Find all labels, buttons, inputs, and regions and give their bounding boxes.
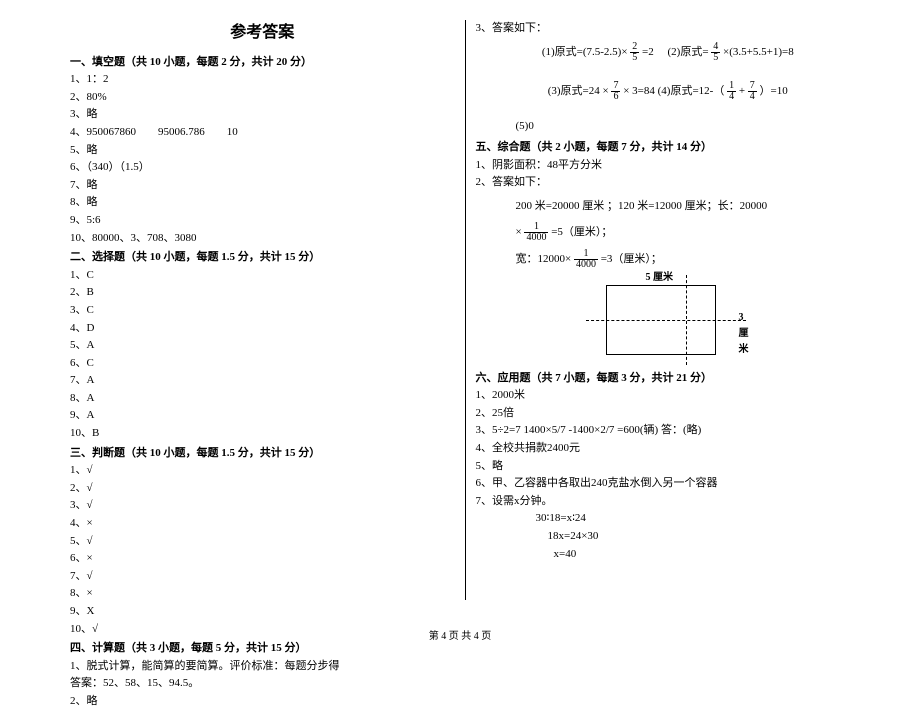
f4-frac1: 14 (727, 81, 736, 102)
s2-item: 9、A (70, 407, 455, 425)
s6-item: 7、设需x分钟。 (476, 493, 861, 511)
s6-calc: 18x=24×30 (476, 528, 861, 546)
f1-right: =2 (642, 46, 654, 58)
doc-title: 参考答案 (70, 20, 455, 46)
s6-item: 3、5÷2=7 1400×5/7 -1400×2/7 =600(辆) 答：(略) (476, 422, 861, 440)
s1-item: 4、950067860 95006.786 10 (70, 124, 455, 142)
s2-item: 1、C (70, 267, 455, 285)
diagram-right-label: 3 厘米 (739, 310, 751, 358)
l3-frac: 14000 (574, 249, 598, 270)
s6-item: 2、25倍 (476, 405, 861, 423)
f2-left: (2)原式= (668, 46, 709, 58)
s1-item: 1、1：2 (70, 71, 455, 89)
s4-item: 1、脱式计算，能简算的要简算。评价标准：每题分步得 (70, 658, 455, 676)
section3-header: 三、判断题（共 10 小题，每题 1.5 分，共计 15 分） (70, 445, 455, 463)
s2-item: 5、A (70, 337, 455, 355)
s3-item: 3、√ (70, 497, 455, 515)
section6-header: 六、应用题（共 7 小题，每题 3 分，共计 21 分） (476, 370, 861, 388)
s2-item: 3、C (70, 302, 455, 320)
f3-frac: 76 (611, 81, 620, 102)
s5-line3: 宽：12000× 14000 =3（厘米）； (476, 249, 861, 270)
f4-plus: + (739, 85, 745, 97)
s3-item: 2、√ (70, 480, 455, 498)
s3-item: 9、X (70, 603, 455, 621)
s2-item: 8、A (70, 390, 455, 408)
s6-item: 5、略 (476, 458, 861, 476)
section5-header: 五、综合题（共 2 小题，每题 7 分，共计 14 分） (476, 139, 861, 157)
s3-item: 1、√ (70, 462, 455, 480)
s2-item: 4、D (70, 320, 455, 338)
s1-item: 8、略 (70, 194, 455, 212)
rectangle-diagram: 5 厘米 3 厘米 (586, 275, 746, 365)
s1-item: 9、5:6 (70, 212, 455, 230)
s4-item: 2、略 (70, 693, 455, 711)
l2-pre: × (516, 226, 522, 238)
s2-item: 2、B (70, 284, 455, 302)
s1-item: 2、80% (70, 89, 455, 107)
s3-item: 6、× (70, 550, 455, 568)
s6-item: 6、甲、乙容器中各取出240克盐水倒入另一个容器 (476, 475, 861, 493)
f4-frac2: 74 (748, 81, 757, 102)
s3-item: 4、× (70, 515, 455, 533)
s3-item: 5、√ (70, 533, 455, 551)
l3-pre: 宽：12000× (516, 253, 572, 265)
s5-item1: 1、阴影面积：48平方分米 (476, 157, 861, 175)
section4-header: 四、计算题（共 3 小题，每题 5 分，共计 15 分） (70, 640, 455, 658)
f2-frac: 45 (711, 42, 720, 63)
s2-item: 6、C (70, 355, 455, 373)
s1-item: 7、略 (70, 177, 455, 195)
section2-header: 二、选择题（共 10 小题，每题 1.5 分，共计 15 分） (70, 249, 455, 267)
page-content: 参考答案 一、填空题（共 10 小题，每题 2 分，共计 20 分） 1、1：2… (0, 0, 920, 610)
f4-right: ）=10 (760, 85, 788, 97)
pre-header: 3、答案如下： (476, 20, 861, 38)
f3-mid: × 3=84 (623, 85, 655, 97)
f3-left: (3)原式=24 × (548, 85, 609, 97)
diagram-top-label: 5 厘米 (646, 270, 674, 286)
s6-calc: x=40 (476, 546, 861, 564)
left-column: 参考答案 一、填空题（共 10 小题，每题 2 分，共计 20 分） 1、1：2… (60, 20, 466, 600)
l2-post: =5（厘米）； (551, 226, 612, 238)
formula-3-4: (3)原式=24 × 76 × 3=84 (4)原式=12-（ 14 + 74 … (476, 81, 861, 102)
formula-5: (5)0 (476, 118, 861, 136)
f4-left: (4)原式=12-（ (658, 85, 725, 97)
section1-header: 一、填空题（共 10 小题，每题 2 分，共计 20 分） (70, 54, 455, 72)
s5-line1: 200 米=20000 厘米 ；120 米=12000 厘米；长：20000 (476, 198, 861, 216)
s1-item: 10、80000、3、708、3080 (70, 230, 455, 248)
f1-frac: 25 (630, 42, 639, 63)
l3-post: =3（厘米）； (601, 253, 662, 265)
s6-item: 4、全校共捐款2400元 (476, 440, 861, 458)
s2-item: 10、B (70, 425, 455, 443)
f1-left: (1)原式=(7.5-2.5)× (542, 46, 628, 58)
s2-item: 7、A (70, 372, 455, 390)
s6-calc: 30∶18=x∶24 (476, 510, 861, 528)
page-footer: 第 4 页 共 4 页 (0, 627, 920, 642)
s1-item: 3、略 (70, 106, 455, 124)
l2-frac: 14000 (524, 222, 548, 243)
s5-item2: 2、答案如下： (476, 174, 861, 192)
formula-1-2: (1)原式=(7.5-2.5)× 25 =2 (2)原式= 45 ×(3.5+5… (476, 42, 861, 63)
s3-item: 8、× (70, 585, 455, 603)
s1-item: 6、（340）（1.5） (70, 159, 455, 177)
s1-item: 5、略 (70, 142, 455, 160)
s6-item: 1、2000米 (476, 387, 861, 405)
s3-item: 7、√ (70, 568, 455, 586)
s5-line2: × 14000 =5（厘米）； (476, 222, 861, 243)
rect-box (606, 285, 716, 355)
s4-item: 答案：52、58、15、94.5。 (70, 675, 455, 693)
right-column: 3、答案如下： (1)原式=(7.5-2.5)× 25 =2 (2)原式= 45… (466, 20, 871, 600)
f2-right: ×(3.5+5.5+1)=8 (723, 46, 794, 58)
